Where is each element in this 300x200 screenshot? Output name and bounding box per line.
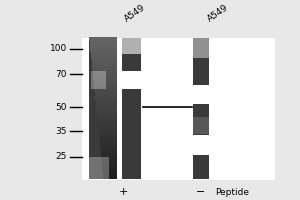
Bar — [94, 83, 117, 87]
Bar — [101, 150, 117, 154]
Bar — [100, 143, 117, 147]
Bar — [93, 73, 117, 77]
Bar — [102, 161, 117, 164]
Bar — [94, 87, 117, 91]
Bar — [103, 175, 117, 179]
Bar — [93, 76, 117, 80]
Bar — [89, 38, 117, 179]
Bar — [95, 94, 117, 98]
Bar — [101, 154, 117, 157]
Bar — [82, 38, 275, 180]
Bar — [91, 48, 117, 52]
Bar — [98, 122, 117, 126]
Bar — [96, 104, 117, 108]
Text: A549: A549 — [123, 3, 147, 23]
Bar — [193, 38, 209, 58]
Bar — [193, 85, 209, 104]
Text: Peptide: Peptide — [215, 188, 249, 197]
Bar — [193, 38, 209, 179]
Bar — [94, 80, 117, 84]
Bar — [97, 108, 117, 112]
Bar — [193, 135, 209, 155]
Bar — [98, 118, 117, 122]
Bar — [103, 168, 117, 171]
Bar — [91, 52, 117, 55]
Bar — [100, 147, 117, 150]
Bar — [95, 97, 117, 101]
Text: 25: 25 — [56, 152, 67, 161]
Bar — [89, 37, 117, 41]
Bar — [91, 71, 106, 89]
Bar — [92, 59, 117, 62]
Bar — [122, 38, 141, 179]
Text: 35: 35 — [55, 127, 67, 136]
Bar — [96, 101, 117, 105]
Text: 100: 100 — [50, 44, 67, 53]
Bar — [90, 41, 117, 45]
Bar — [102, 164, 117, 168]
Bar — [97, 115, 117, 119]
Bar — [99, 129, 117, 133]
Bar — [100, 139, 117, 143]
Bar — [95, 90, 117, 94]
Text: A549: A549 — [206, 3, 230, 23]
Bar — [122, 38, 141, 54]
Bar — [101, 157, 117, 161]
Text: 70: 70 — [55, 70, 67, 79]
Bar — [193, 117, 209, 134]
Text: +: + — [118, 187, 128, 197]
Bar — [89, 157, 109, 179]
Bar — [90, 45, 117, 48]
Bar — [122, 71, 141, 89]
Bar — [92, 62, 117, 66]
Bar — [92, 66, 117, 70]
Bar — [99, 136, 117, 140]
Bar — [91, 55, 117, 59]
Bar — [98, 125, 117, 129]
Text: −: − — [196, 187, 205, 197]
Bar — [99, 132, 117, 136]
Text: 50: 50 — [55, 103, 67, 112]
Bar — [93, 69, 117, 73]
Bar — [97, 111, 117, 115]
Bar — [103, 171, 117, 175]
